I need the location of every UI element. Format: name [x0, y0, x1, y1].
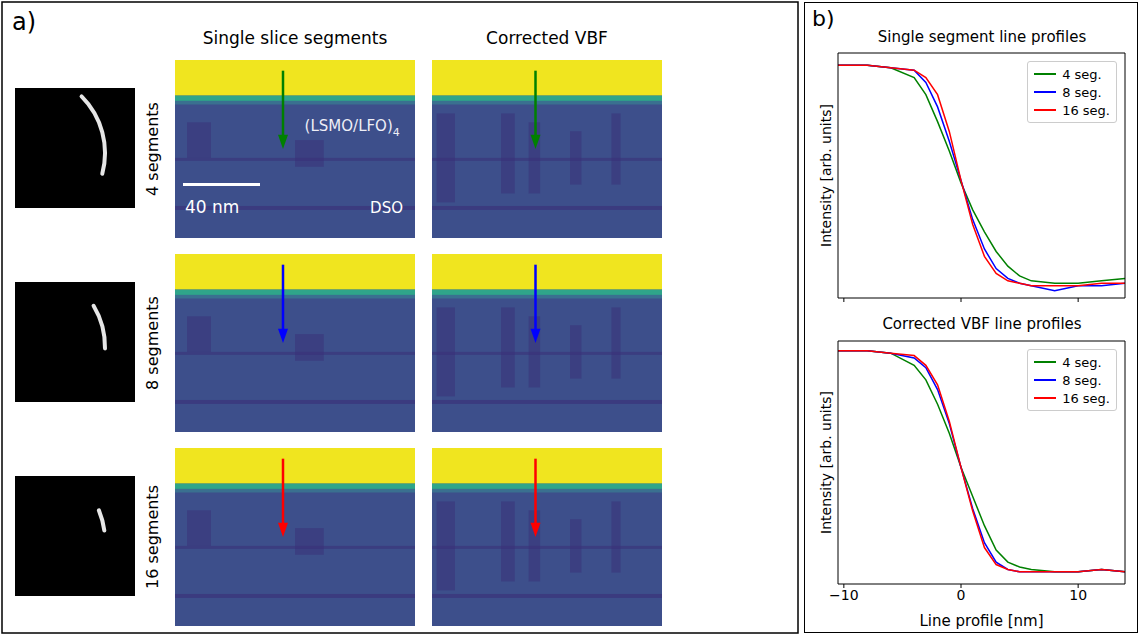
html-text:Corrected VBF line profiles: Corrected VBF line profiles	[882, 315, 1082, 333]
html-text:16 seg.: 16 seg.	[1062, 390, 1110, 406]
svg-text:(LSMO/LFO)4: (LSMO/LFO)4	[305, 117, 400, 139]
svg-text:Single slice segments: Single slice segments	[203, 28, 388, 48]
svg-text:8 segments: 8 segments	[143, 296, 162, 390]
svg-text:Line profile [nm]: Line profile [nm]	[920, 612, 1044, 630]
svg-text:Intensity [arb. units]: Intensity [arb. units]	[818, 391, 834, 534]
html-text:4 seg.: 4 seg.	[1062, 354, 1102, 370]
svg-text:40 nm: 40 nm	[185, 197, 239, 217]
svg-text:10: 10	[1069, 587, 1087, 603]
svg-text:0: 0	[957, 587, 966, 603]
svg-text:16 segments: 16 segments	[143, 485, 162, 589]
html-text:16 seg.: 16 seg.	[1062, 102, 1110, 118]
html-text:8 seg.: 8 seg.	[1062, 84, 1102, 100]
svg-text:−10: −10	[829, 587, 859, 603]
html-text:4 seg.: 4 seg.	[1062, 66, 1102, 82]
svg-text:Corrected VBF: Corrected VBF	[486, 28, 608, 48]
svg-text:Intensity [arb. units]: Intensity [arb. units]	[818, 104, 834, 247]
svg-text:4 segments: 4 segments	[143, 102, 162, 196]
html-text:b): b)	[812, 6, 835, 31]
html-text:8 seg.: 8 seg.	[1062, 372, 1102, 388]
svg-text:a): a)	[12, 8, 36, 36]
html-text:Single segment line profiles: Single segment line profiles	[877, 28, 1087, 46]
svg-text:DSO: DSO	[370, 199, 403, 217]
